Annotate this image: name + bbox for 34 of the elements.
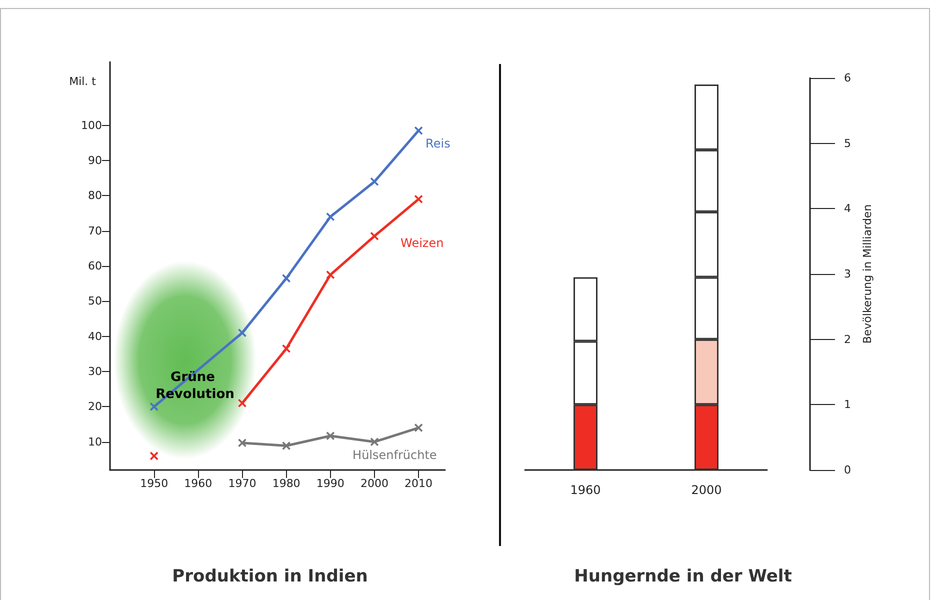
y-tick-label: 10 (88, 435, 102, 448)
x-tick-label: 2000 (360, 477, 388, 490)
y2-tick-label: 5 (844, 136, 851, 150)
y2-axis-title: Bevölkerung in Milliarden (861, 204, 874, 344)
y-tick-label: 30 (88, 365, 102, 378)
x-tick-label: 1960 (570, 483, 601, 497)
series-label: Reis (426, 136, 450, 151)
y-tick-label: 20 (88, 400, 102, 414)
y-tick-label: 50 (88, 294, 102, 308)
y-tick-label: 80 (88, 189, 102, 202)
y2-tick-label: 3 (844, 268, 851, 280)
text: Hungernde in der Welt (574, 566, 792, 586)
x-tick-label: 1970 (228, 477, 256, 490)
x-tick-label: 2010 (404, 477, 433, 490)
y2-tick-label: 4 (844, 202, 851, 216)
y-axis-title: Mil. t (69, 75, 97, 88)
x-tick-label: 1960 (184, 477, 212, 490)
x-tick-label: 1950 (140, 477, 168, 490)
text: Produktion in Indien (172, 566, 368, 586)
y-tick-label: 60 (88, 260, 102, 272)
x-tick-label: 1980 (272, 477, 300, 490)
y2-tick-label: 6 (844, 72, 851, 84)
x-tick-label: 1990 (316, 477, 344, 490)
y-tick-label: 40 (88, 330, 102, 343)
y-tick-label: 100 (81, 118, 102, 132)
y-tick-label: 90 (88, 154, 102, 167)
x-tick-label: 2000 (691, 483, 722, 497)
y-tick-label: 70 (88, 224, 102, 238)
y2-tick-label: 0 (844, 464, 851, 476)
y2-tick-label: 2 (844, 332, 851, 346)
annotation: Grüne Revolution (156, 370, 234, 402)
series-label: Weizen (400, 236, 444, 250)
y2-tick-label: 1 (844, 398, 851, 412)
series-label: Hülsenfrüchte (352, 448, 437, 462)
